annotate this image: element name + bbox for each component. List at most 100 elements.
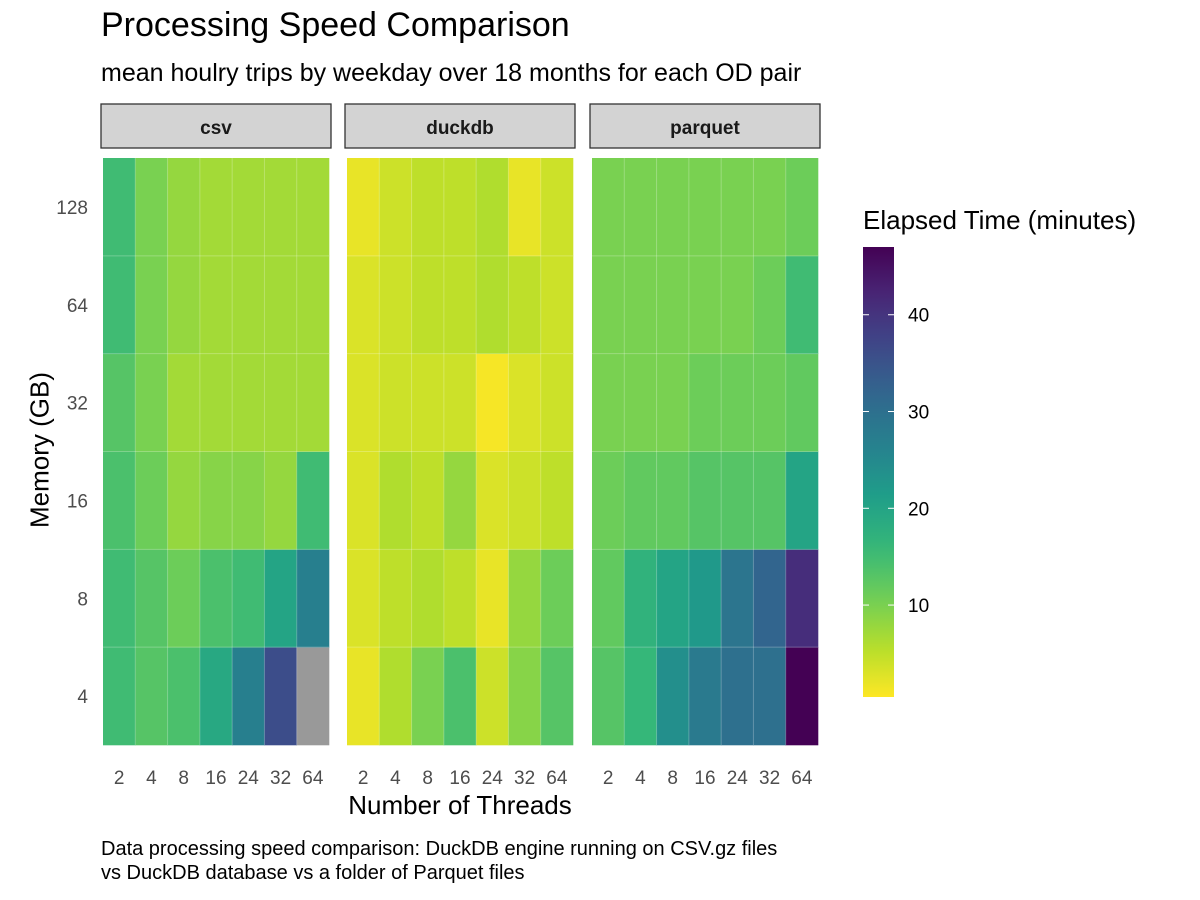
x-tick-label: 8 [667, 768, 678, 789]
chart-caption: Data processing speed comparison: DuckDB… [101, 837, 777, 885]
facet-strip [100, 103, 332, 149]
facet-strip [589, 103, 821, 149]
heatmap-cell [592, 158, 625, 257]
x-tick-label: 32 [759, 768, 780, 789]
heatmap-cell [199, 549, 233, 648]
heatmap-cell [508, 158, 542, 257]
heatmap-cell [167, 255, 201, 354]
heatmap-cell [753, 353, 787, 452]
heatmap-cell [232, 647, 265, 746]
heatmap-cell [592, 353, 625, 452]
x-tick-label: 8 [178, 768, 189, 789]
heatmap-cell [476, 451, 509, 550]
heatmap-cell [688, 255, 722, 354]
heatmap-cell [264, 451, 298, 550]
heatmap-cell [753, 158, 787, 257]
heatmap-cell [199, 158, 233, 257]
heatmap-cell [167, 647, 201, 746]
heatmap-cell [103, 451, 136, 550]
heatmap-cell [656, 549, 690, 648]
heatmap-cell [411, 158, 445, 257]
heatmap-cell [135, 451, 168, 550]
heatmap-cell [721, 158, 754, 257]
heatmap-cell [785, 451, 819, 550]
colorbar-tick-label: 30 [908, 403, 929, 424]
heatmap-cell [508, 353, 542, 452]
heatmap-cell [656, 353, 690, 452]
colorbar-tick-label: 10 [908, 596, 929, 617]
y-tick-label: 4 [77, 687, 88, 708]
heatmap-cell [688, 647, 722, 746]
heatmap-cell [476, 158, 509, 257]
caption-line: Data processing speed comparison: DuckDB… [101, 838, 778, 860]
x-tick-label: 4 [635, 768, 646, 789]
x-tick-label: 2 [114, 768, 125, 789]
heatmap-cell [232, 549, 265, 648]
heatmap-cell [785, 255, 819, 354]
heatmap-cell [753, 549, 787, 648]
heatmap-cell [785, 158, 819, 257]
heatmap-cell [540, 647, 574, 746]
heatmap-cell [379, 451, 412, 550]
x-tick-label: 64 [791, 768, 813, 789]
heatmap-cell [347, 158, 380, 257]
heatmap-cell [592, 451, 625, 550]
heatmap-cell [540, 353, 574, 452]
heatmap-cell [688, 549, 722, 648]
heatmap-cell [688, 158, 722, 257]
heatmap-cell [443, 647, 477, 746]
x-tick-label: 24 [727, 768, 749, 789]
legend-title: Elapsed Time (minutes) [863, 205, 1137, 235]
heatmap-cell [347, 549, 380, 648]
heatmap-cell [347, 647, 380, 746]
heatmap-cell [103, 353, 136, 452]
x-tick-label: 64 [546, 768, 568, 789]
facet-label: duckdb [426, 118, 494, 139]
x-tick-label: 16 [694, 768, 715, 789]
heatmap-cell [443, 353, 477, 452]
y-tick-label: 16 [67, 491, 88, 512]
heatmap-cell [379, 647, 412, 746]
y-tick-label: 64 [67, 296, 89, 317]
heatmap-cell [135, 255, 168, 354]
heatmap-cell [264, 647, 298, 746]
heatmap-cell [296, 451, 330, 550]
heatmap-cell [592, 647, 625, 746]
heatmap-cell [508, 451, 542, 550]
heatmap-cell [656, 647, 690, 746]
heatmap-cell [476, 255, 509, 354]
heatmap-cell [785, 549, 819, 648]
y-tick-label: 8 [77, 589, 88, 610]
heatmap-cell [785, 353, 819, 452]
heatmap-cell [411, 451, 445, 550]
heatmap-cell [199, 353, 233, 452]
heatmap-cell [476, 353, 509, 452]
x-tick-label: 16 [449, 768, 470, 789]
heatmap-cell [411, 549, 445, 648]
heatmap-cell [592, 255, 625, 354]
heatmap-cell [443, 255, 477, 354]
heatmap-cell [624, 647, 657, 746]
heatmap-cell [296, 353, 330, 452]
heatmap-cell [656, 158, 690, 257]
x-tick-label: 2 [603, 768, 614, 789]
x-tick-label: 4 [146, 768, 157, 789]
heatmap-cell [508, 647, 542, 746]
heatmap-cell [443, 158, 477, 257]
heatmap-cell [721, 255, 754, 354]
x-tick-label: 8 [422, 768, 433, 789]
heatmap-cell [624, 158, 657, 257]
x-axis-label: Number of Threads [348, 790, 572, 820]
heatmap-cell [103, 255, 136, 354]
heatmap-cell [167, 353, 201, 452]
heatmap-cell [624, 549, 657, 648]
heatmap-cell [753, 255, 787, 354]
heatmap-cell [721, 549, 754, 648]
heatmap-cell [624, 353, 657, 452]
heatmap-cell [167, 451, 201, 550]
chart-subtitle: mean houlry trips by weekday over 18 mon… [101, 59, 802, 87]
heatmap-cell [592, 549, 625, 648]
heatmap-cell [167, 549, 201, 648]
heatmap-cell [411, 647, 445, 746]
